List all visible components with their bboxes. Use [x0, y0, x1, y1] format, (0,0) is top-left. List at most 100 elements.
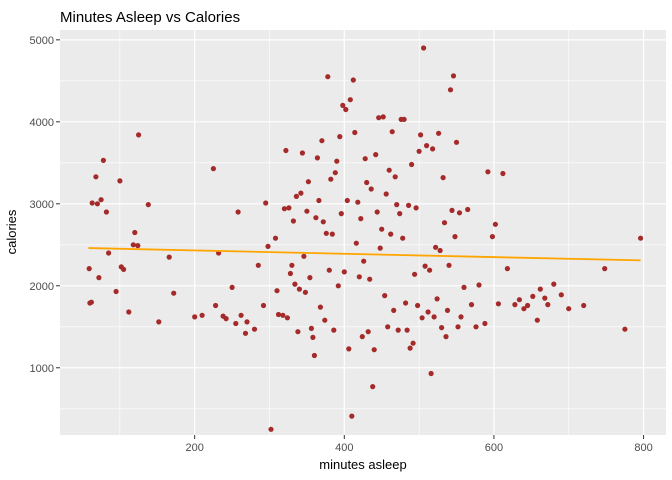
data-point — [136, 132, 142, 138]
data-point — [356, 274, 362, 280]
data-point — [229, 284, 235, 290]
data-point — [437, 247, 443, 254]
trend-line — [88, 247, 641, 262]
data-point — [325, 74, 331, 80]
trend-line-group — [88, 247, 641, 262]
data-point — [386, 167, 392, 173]
data-point — [132, 229, 138, 236]
data-point — [431, 314, 437, 320]
data-point — [293, 193, 299, 199]
data-point — [465, 206, 471, 213]
data-point — [192, 314, 198, 320]
data-point — [166, 254, 172, 260]
data-point — [286, 205, 292, 211]
data-point — [415, 302, 421, 309]
data-point — [453, 139, 460, 145]
data-point — [551, 281, 557, 287]
data-point — [382, 293, 388, 299]
data-point — [299, 150, 305, 156]
chart-title: Minutes Asleep vs Calories — [60, 9, 240, 26]
data-point — [343, 106, 349, 113]
data-point — [272, 235, 279, 241]
data-point — [96, 275, 102, 281]
minor-gridlines — [60, 30, 666, 435]
data-point — [314, 155, 320, 161]
data-point — [404, 327, 410, 333]
x-tick-label: 600 — [485, 442, 503, 454]
data-point — [388, 231, 394, 237]
data-point — [263, 200, 269, 206]
data-point — [512, 302, 518, 308]
data-points — [86, 45, 644, 432]
data-point — [319, 138, 325, 144]
data-point — [302, 289, 308, 295]
data-point — [346, 346, 352, 352]
y-axis: 1000 2000 3000 4000 5000 — [30, 35, 60, 375]
data-point — [450, 73, 457, 79]
data-point — [542, 295, 548, 301]
data-point — [361, 258, 367, 264]
data-point — [265, 243, 271, 249]
data-point — [344, 197, 350, 204]
data-point — [353, 240, 359, 246]
data-point — [332, 170, 338, 176]
data-point — [350, 77, 356, 83]
x-tick-label: 400 — [335, 442, 353, 454]
data-point — [534, 317, 540, 323]
data-point — [103, 209, 109, 215]
data-point — [296, 286, 302, 292]
data-point — [461, 284, 467, 290]
data-point — [389, 129, 395, 135]
data-point — [145, 202, 151, 208]
plot-panel — [60, 30, 666, 435]
data-point — [374, 209, 380, 215]
data-point — [358, 216, 364, 222]
x-axis: 200 400 600 800 — [185, 435, 653, 454]
data-point — [274, 288, 280, 294]
data-point — [365, 329, 371, 335]
data-point — [428, 370, 434, 377]
data-point — [126, 309, 132, 315]
data-point — [275, 311, 282, 318]
data-point — [406, 202, 412, 208]
data-point — [223, 316, 229, 322]
data-point — [440, 175, 446, 181]
data-point — [335, 283, 341, 289]
data-point — [416, 148, 422, 154]
data-point — [473, 324, 479, 330]
data-point — [602, 266, 608, 272]
data-point — [338, 211, 344, 217]
data-point — [98, 197, 104, 203]
data-point — [328, 176, 334, 182]
data-point — [492, 221, 498, 227]
data-point — [88, 299, 94, 305]
data-point — [121, 266, 127, 272]
data-point — [368, 186, 374, 192]
data-point — [308, 325, 314, 331]
x-tick-label: 200 — [185, 442, 203, 454]
data-point — [320, 219, 326, 225]
y-tick-label: 5000 — [30, 35, 54, 47]
data-point — [305, 179, 311, 185]
x-tick-label: 800 — [634, 442, 652, 454]
data-point — [295, 329, 301, 335]
data-point — [376, 115, 382, 121]
data-point — [235, 209, 241, 215]
data-point — [458, 314, 464, 320]
data-point — [530, 293, 536, 299]
data-point — [94, 201, 100, 207]
data-point — [395, 327, 401, 333]
data-point — [558, 292, 564, 298]
data-point — [281, 206, 287, 212]
data-point — [419, 315, 425, 321]
data-point — [106, 250, 112, 256]
data-point — [410, 340, 416, 346]
data-point — [93, 174, 99, 180]
data-point — [495, 301, 501, 307]
data-point — [100, 157, 106, 163]
data-point — [482, 320, 488, 327]
data-point — [301, 253, 307, 259]
data-point — [233, 320, 239, 327]
data-point — [409, 161, 415, 168]
data-point — [504, 266, 510, 272]
